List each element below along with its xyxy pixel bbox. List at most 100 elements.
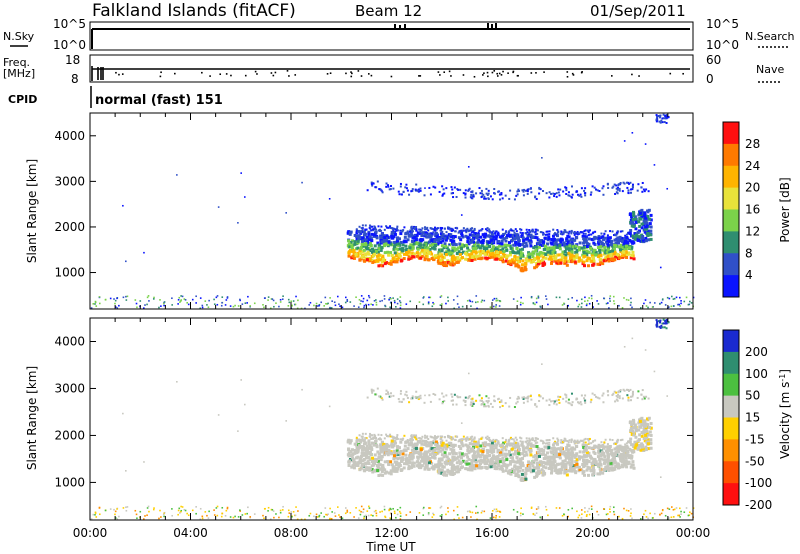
- power-cell: [415, 242, 419, 246]
- velocity-cell: [646, 423, 650, 427]
- power-cell: [606, 248, 610, 252]
- velocity-cell: [537, 454, 541, 458]
- velocity-cell: [483, 441, 487, 445]
- power-cell: [627, 251, 631, 255]
- power-cell: [341, 306, 344, 309]
- nave-point: [254, 70, 257, 73]
- velocity-cell: [597, 451, 601, 455]
- power-cell: [378, 188, 381, 191]
- power-cell: [524, 267, 528, 271]
- power-cell: [512, 259, 516, 263]
- power-cell: [516, 260, 520, 264]
- power-cell: [411, 228, 414, 231]
- power-cell: [98, 302, 101, 305]
- power-cell: [623, 140, 626, 142]
- velocity-cell: [483, 462, 487, 466]
- velocity-cell: [366, 451, 370, 455]
- power-cell: [632, 214, 636, 218]
- velocity-cell: [453, 467, 457, 471]
- velocity-cell: [393, 469, 397, 473]
- power-cell: [610, 258, 614, 262]
- nave-point: [498, 72, 501, 75]
- velocity-cell: [373, 469, 377, 473]
- velocity-cell: [394, 456, 398, 460]
- power-cell: [548, 191, 551, 194]
- velocity-cell: [434, 438, 437, 441]
- power-cell: [221, 296, 224, 298]
- power-cell: [441, 194, 444, 197]
- velocity-cell: [405, 394, 408, 397]
- velocity-cell: [535, 405, 538, 408]
- power-cell: [479, 257, 483, 261]
- power-cell: [377, 229, 380, 232]
- power-cell: [618, 248, 622, 252]
- power-cell: [582, 264, 586, 268]
- velocity-cell: [508, 462, 512, 466]
- power-cell: [419, 256, 423, 260]
- velocity-cell: [350, 448, 354, 452]
- power-cell: [466, 240, 470, 244]
- power-cell: [270, 298, 273, 300]
- power-cell: [292, 300, 295, 302]
- velocity-cell: [535, 471, 539, 475]
- power-cell: [346, 231, 350, 235]
- power-cell: [539, 231, 542, 234]
- velocity-cell: [482, 401, 485, 404]
- power-cell: [423, 252, 427, 256]
- velocity-cell: [614, 400, 617, 403]
- velocity-cell: [609, 505, 612, 508]
- velocity-cell: [583, 438, 586, 441]
- power-cell: [517, 188, 520, 191]
- power-cell: [627, 231, 631, 235]
- velocity-cell: [521, 468, 525, 472]
- power-cell: [387, 240, 391, 244]
- velocity-cell: [318, 514, 321, 517]
- power-cell: [615, 184, 618, 187]
- velocity-cell: [547, 444, 551, 448]
- power-cell: [385, 226, 388, 229]
- velocity-cell: [485, 466, 489, 470]
- power-cell: [207, 306, 210, 309]
- power-cell: [627, 191, 630, 194]
- velocity-cell: [630, 463, 634, 467]
- velocity-cell: [588, 507, 590, 510]
- power-cell: [590, 259, 594, 263]
- power-cell: [443, 261, 447, 265]
- velocity-cell: [570, 448, 574, 452]
- velocity-cell: [506, 470, 510, 474]
- power-cell: [380, 240, 384, 244]
- velocity-cell: [381, 464, 385, 468]
- velocity-cell: [495, 517, 497, 519]
- velocity-cell: [566, 443, 570, 447]
- velocity-cell: [347, 459, 351, 463]
- power-cell: [389, 251, 393, 255]
- power-cell: [640, 222, 644, 226]
- power-cell: [187, 303, 190, 306]
- velocity-cell: [582, 470, 586, 474]
- power-cell: [530, 229, 533, 232]
- velocity-cell: [400, 468, 404, 472]
- velocity-cell: [358, 458, 362, 462]
- power-cell: [441, 233, 445, 237]
- power-cell: [535, 264, 539, 268]
- power-cell: [489, 255, 493, 259]
- velocity-cell: [449, 447, 453, 451]
- power-cell: [470, 252, 474, 256]
- power-cell: [601, 235, 605, 239]
- power-cell: [239, 299, 241, 302]
- power-cell: [470, 197, 473, 199]
- power-cell: [357, 306, 360, 308]
- power-cell: [478, 187, 481, 190]
- power-cell: [490, 232, 494, 236]
- velocity-cell: [373, 510, 376, 513]
- velocity-cell: [544, 466, 548, 470]
- velocity-cell: [379, 473, 383, 477]
- velocity-cell: [623, 389, 626, 392]
- power-cell: [451, 229, 454, 232]
- velocity-cell: [362, 457, 366, 461]
- power-cell: [531, 259, 535, 263]
- velocity-cell: [605, 459, 609, 463]
- power-cell: [519, 231, 522, 234]
- nave-point: [462, 74, 465, 76]
- velocity-cell: [525, 441, 528, 444]
